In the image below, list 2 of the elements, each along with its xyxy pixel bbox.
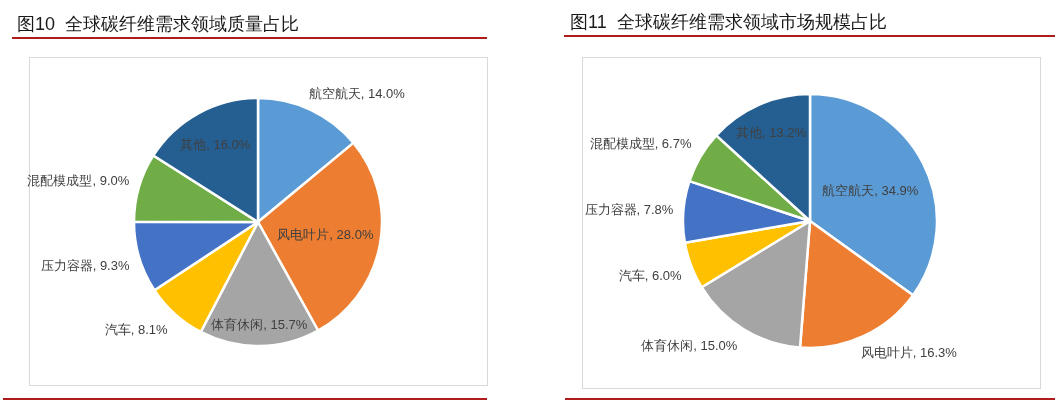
chart-title: 图11 全球碳纤维需求领域市场规模占比: [570, 12, 887, 32]
chart-title: 图10 全球碳纤维需求领域质量占比: [17, 14, 300, 34]
